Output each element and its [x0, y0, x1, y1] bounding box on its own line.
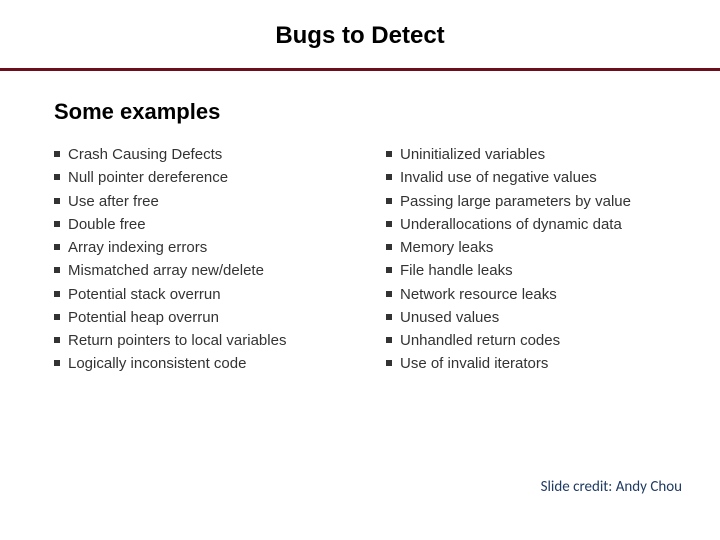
item-text: Potential heap overrun [68, 309, 219, 326]
bullet-icon [54, 198, 60, 204]
list-item: Unhandled return codes [386, 329, 690, 352]
list-item: Array indexing errors [54, 236, 358, 259]
content-columns: Crash Causing Defects Null pointer deref… [0, 143, 720, 376]
item-text: Null pointer dereference [68, 169, 228, 186]
bullet-icon [386, 221, 392, 227]
bullet-icon [54, 267, 60, 273]
list-item: Potential heap overrun [54, 306, 358, 329]
item-text: Potential stack overrun [68, 286, 221, 303]
list-item: Underallocations of dynamic data [386, 213, 690, 236]
left-column: Crash Causing Defects Null pointer deref… [54, 143, 358, 376]
list-item: Invalid use of negative values [386, 166, 690, 189]
bullet-icon [54, 291, 60, 297]
list-item: Null pointer dereference [54, 166, 358, 189]
bullet-icon [386, 314, 392, 320]
list-item: Logically inconsistent code [54, 352, 358, 375]
list-item: Use after free [54, 190, 358, 213]
bullet-icon [54, 337, 60, 343]
bullet-icon [386, 291, 392, 297]
list-item: Return pointers to local variables [54, 329, 358, 352]
bullet-icon [54, 314, 60, 320]
right-column: Uninitialized variables Invalid use of n… [386, 143, 690, 376]
item-text: Underallocations of dynamic data [400, 216, 622, 233]
item-text: Passing large parameters by value [400, 193, 631, 210]
list-item: Network resource leaks [386, 283, 690, 306]
item-text: Return pointers to local variables [68, 332, 286, 349]
item-text: Uninitialized variables [400, 146, 545, 163]
list-item: Memory leaks [386, 236, 690, 259]
list-item: Use of invalid iterators [386, 352, 690, 375]
list-item: File handle leaks [386, 259, 690, 282]
bullet-icon [386, 244, 392, 250]
item-text: File handle leaks [400, 262, 513, 279]
slide: Bugs to Detect Some examples Crash Causi… [0, 0, 720, 540]
bullet-icon [54, 244, 60, 250]
list-item: Potential stack overrun [54, 283, 358, 306]
bullet-icon [386, 337, 392, 343]
bullet-icon [54, 221, 60, 227]
bullet-icon [54, 151, 60, 157]
bullet-icon [386, 267, 392, 273]
slide-subtitle: Some examples [0, 71, 720, 143]
item-text: Invalid use of negative values [400, 169, 597, 186]
item-text: Unhandled return codes [400, 332, 560, 349]
list-item: Passing large parameters by value [386, 190, 690, 213]
bullet-icon [54, 174, 60, 180]
list-item: Unused values [386, 306, 690, 329]
bullet-icon [386, 151, 392, 157]
bullet-icon [386, 174, 392, 180]
item-text: Double free [68, 216, 146, 233]
bullet-icon [386, 198, 392, 204]
slide-credit: Slide credit: Andy Chou [541, 478, 682, 496]
item-text: Memory leaks [400, 239, 493, 256]
bullet-icon [386, 360, 392, 366]
item-text: Unused values [400, 309, 499, 326]
item-text: Network resource leaks [400, 286, 557, 303]
list-item: Mismatched array new/delete [54, 259, 358, 282]
item-text: Crash Causing Defects [68, 146, 222, 163]
list-item: Uninitialized variables [386, 143, 690, 166]
item-text: Use of invalid iterators [400, 355, 548, 372]
item-text: Mismatched array new/delete [68, 262, 264, 279]
bullet-icon [54, 360, 60, 366]
item-text: Array indexing errors [68, 239, 207, 256]
item-text: Use after free [68, 193, 159, 210]
slide-title: Bugs to Detect [0, 0, 720, 68]
item-text: Logically inconsistent code [68, 355, 246, 372]
list-item: Double free [54, 213, 358, 236]
list-item: Crash Causing Defects [54, 143, 358, 166]
